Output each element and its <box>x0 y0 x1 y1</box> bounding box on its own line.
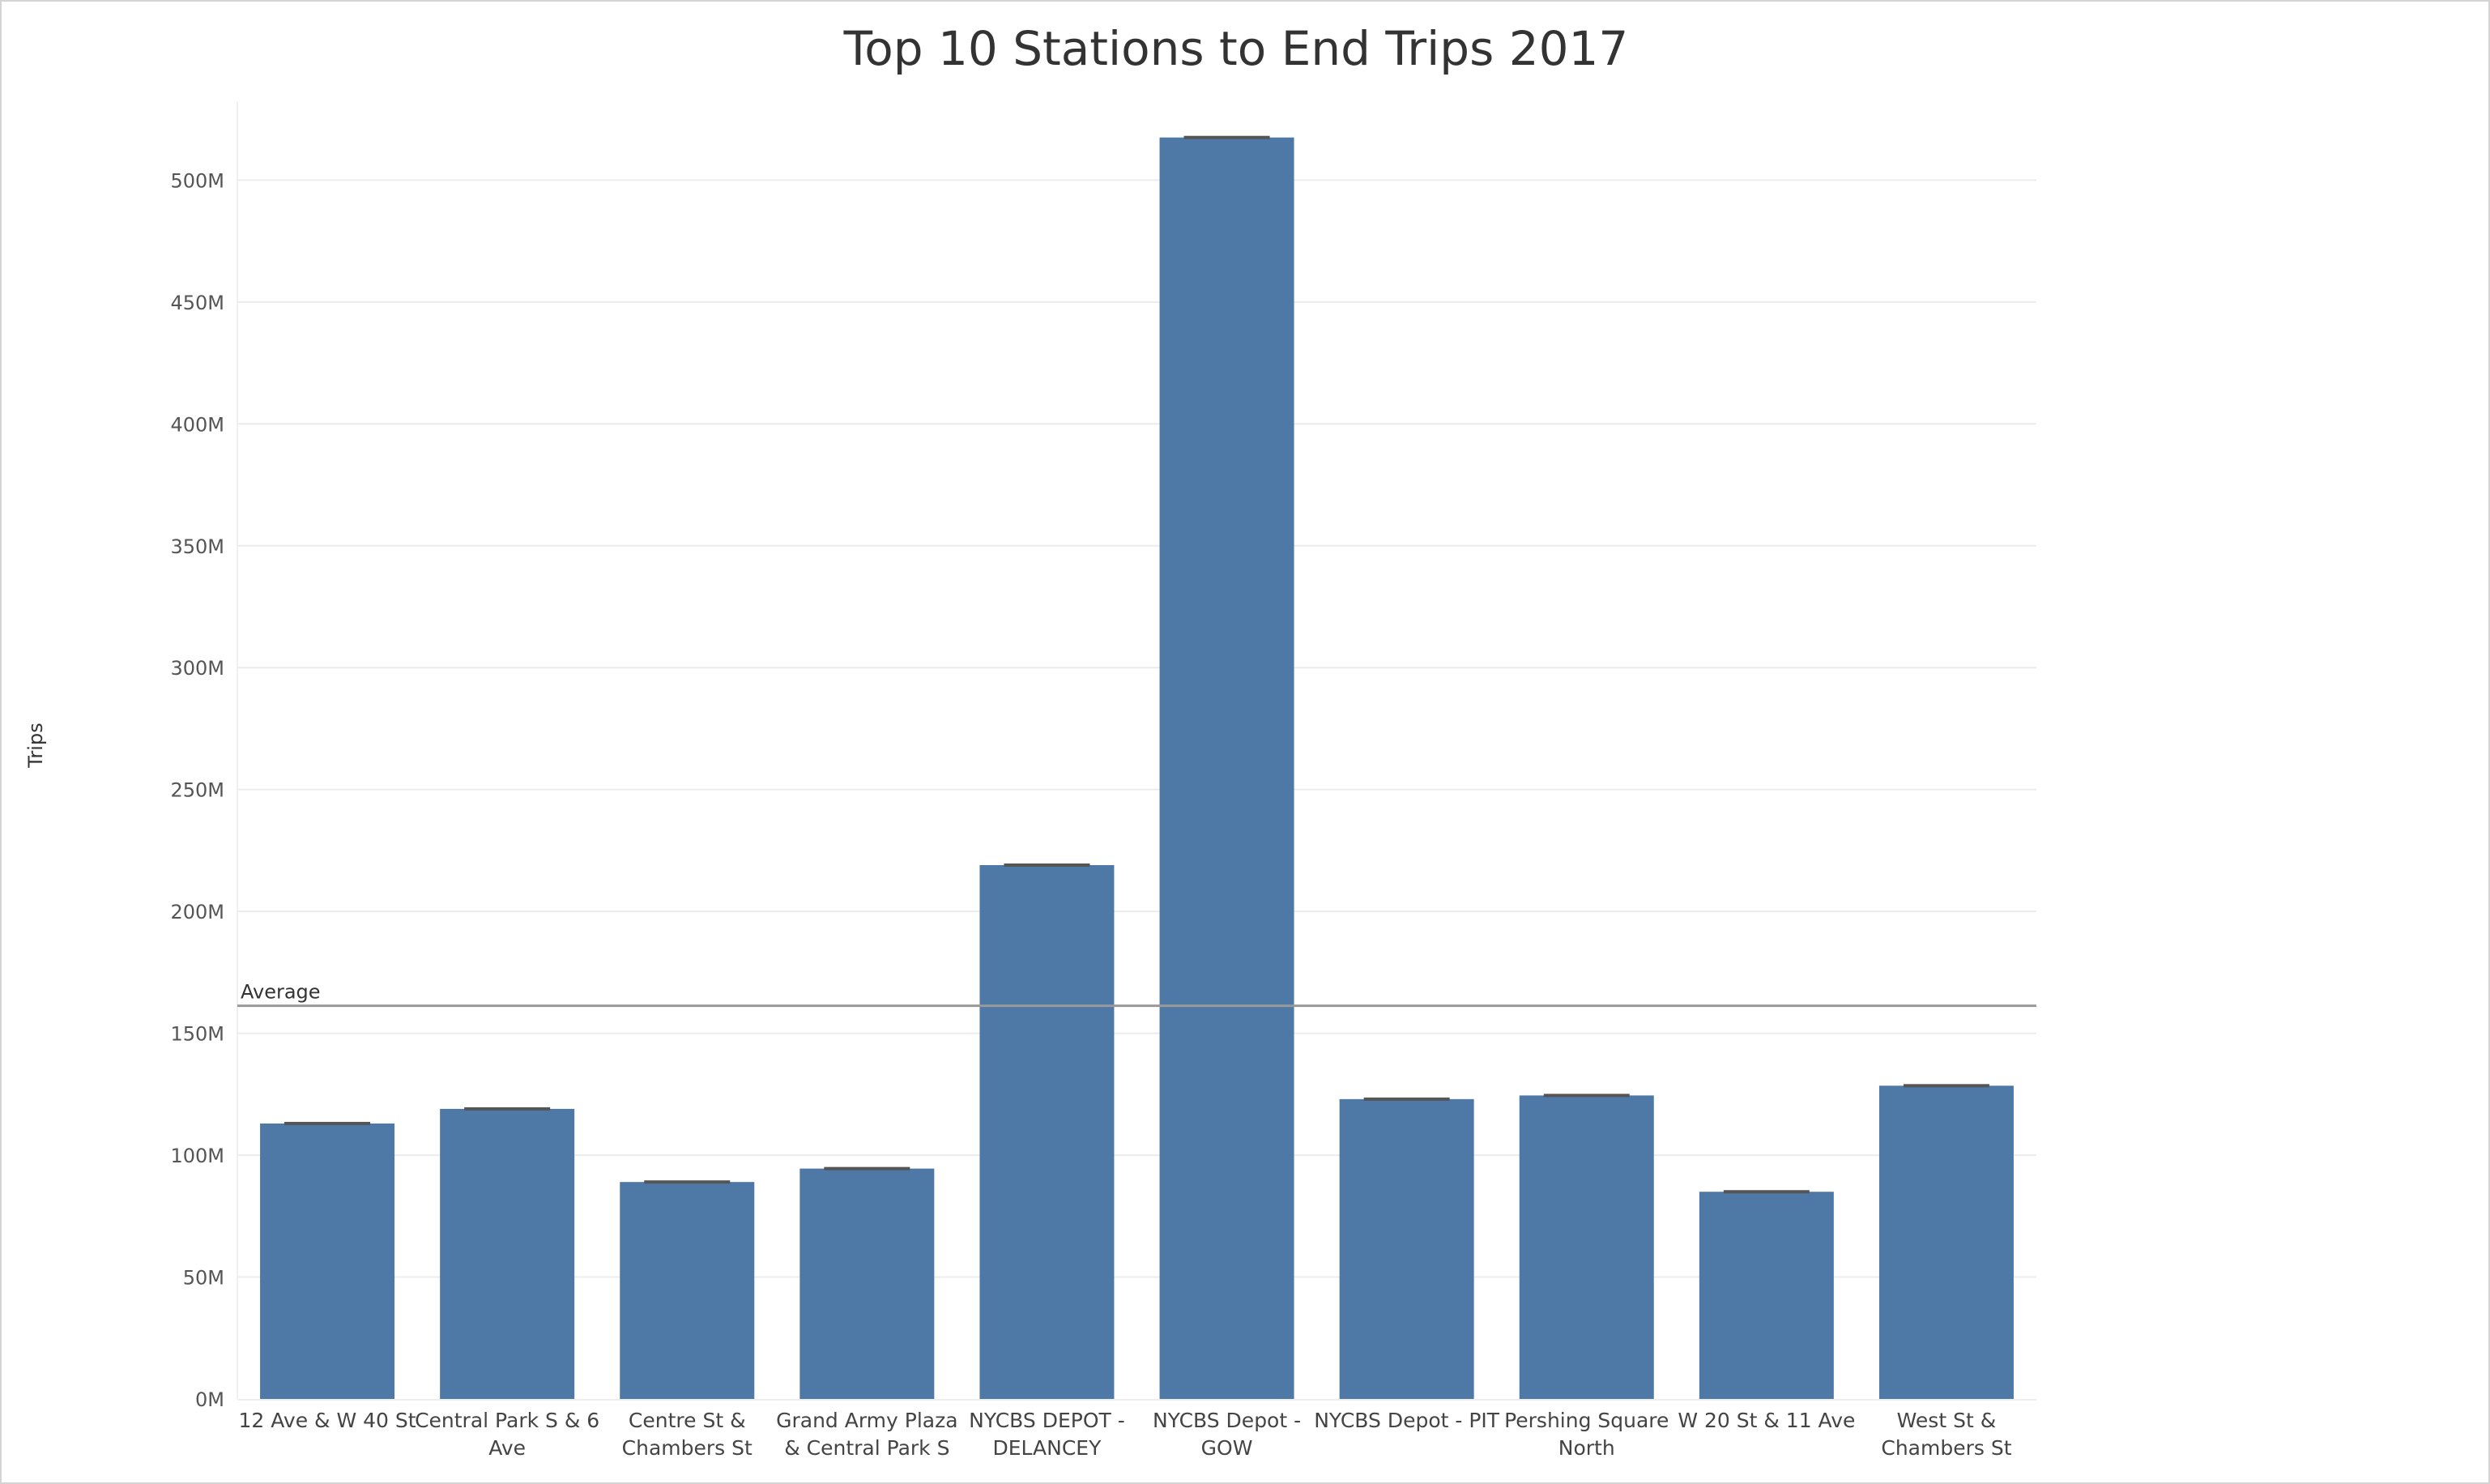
y-tick-label: 350M <box>170 535 224 558</box>
bar <box>979 864 1115 1399</box>
x-category-label: W 20 St & 11 Ave <box>1678 1409 1855 1432</box>
bar <box>1699 1192 1834 1399</box>
y-tick-label: 300M <box>170 657 224 680</box>
bar-cap <box>824 1166 910 1171</box>
x-category-label: NYCBS Depot - GOW <box>1153 1409 1301 1460</box>
y-tick-label: 0M <box>195 1388 224 1411</box>
chart-title: Top 10 Stations to End Trips 2017 <box>843 21 1629 76</box>
bar <box>620 1182 755 1399</box>
bar-cap <box>284 1121 371 1125</box>
x-category-label-line: Chambers St <box>622 1436 753 1460</box>
y-tick-label: 250M <box>170 779 224 802</box>
bar <box>260 1123 395 1399</box>
x-category-label-line: W 20 St & 11 Ave <box>1678 1409 1855 1432</box>
bar <box>1159 137 1294 1399</box>
y-tick-label: 450M <box>170 292 224 314</box>
x-category-label-line: North <box>1558 1436 1615 1460</box>
y-tick-label: 400M <box>170 413 224 436</box>
x-category-label: Central Park S & 6 Ave <box>415 1409 599 1460</box>
x-category-label-line: GOW <box>1201 1436 1253 1460</box>
bar-cap <box>1004 863 1090 867</box>
y-tick-label: 150M <box>170 1023 224 1046</box>
x-category-label-line: West St & <box>1897 1409 1997 1432</box>
y-tick-label: 200M <box>170 901 224 923</box>
bar <box>1339 1098 1474 1399</box>
x-category-label: NYCBS DEPOT - DELANCEY <box>969 1409 1125 1460</box>
x-category-label: West St & Chambers St <box>1881 1409 2011 1460</box>
x-category-label-line: NYCBS Depot - PIT <box>1314 1409 1500 1432</box>
x-category-label-line: Centre St & <box>629 1409 746 1432</box>
x-category-label-line: 12 Ave & W 40 St <box>239 1409 416 1432</box>
x-category-label-line: NYCBS DEPOT - <box>969 1409 1125 1432</box>
x-category-label-line: Ave <box>488 1436 526 1460</box>
y-tick-label: 100M <box>170 1145 224 1167</box>
x-category-label-line: Central Park S & 6 <box>415 1409 599 1432</box>
bar-cap <box>1903 1084 1989 1088</box>
bar-cap <box>1183 135 1270 139</box>
x-category-label-line: Chambers St <box>1881 1436 2011 1460</box>
x-category-label-line: NYCBS Depot - <box>1153 1409 1301 1432</box>
bar <box>440 1108 575 1399</box>
x-category-label: 12 Ave & W 40 St <box>239 1409 416 1432</box>
y-tick-label: 50M <box>183 1267 224 1290</box>
x-category-label: Pershing Square North <box>1504 1409 1669 1460</box>
x-category-label-line: & Central Park S <box>784 1436 949 1460</box>
bar <box>1519 1095 1654 1399</box>
bar-cap <box>1543 1094 1630 1098</box>
x-category-label: NYCBS Depot - PIT <box>1314 1409 1500 1432</box>
bar-cap <box>464 1107 551 1111</box>
x-category-label-line: DELANCEY <box>993 1436 1102 1460</box>
x-category-label-line: Pershing Square <box>1504 1409 1669 1432</box>
bar <box>1878 1085 2014 1399</box>
y-tick-label: 500M <box>170 169 224 192</box>
bar-cap <box>1363 1097 1450 1101</box>
x-category-label-line: Grand Army Plaza <box>776 1409 957 1432</box>
average-reference-label: Average <box>241 981 321 1004</box>
bar-cap <box>644 1180 731 1184</box>
bar <box>799 1168 935 1399</box>
x-category-label: Grand Army Plaza & Central Park S <box>776 1409 957 1460</box>
bar-cap <box>1723 1190 1810 1194</box>
x-category-label: Centre St & Chambers St <box>622 1409 753 1460</box>
